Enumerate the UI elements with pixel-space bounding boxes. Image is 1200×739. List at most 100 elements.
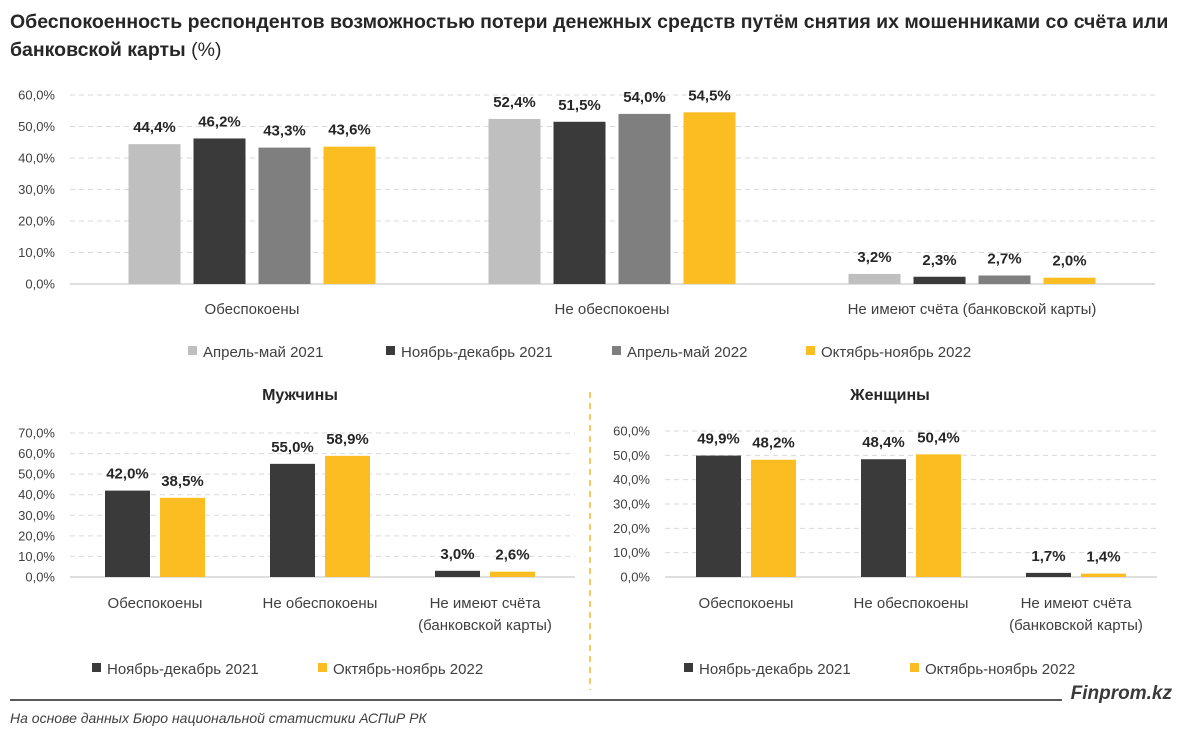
category-label: (банковской карты) — [418, 617, 552, 634]
bar — [160, 497, 205, 577]
y-tick-label: 30,0% — [18, 508, 55, 523]
legend-label: Ноябрь-декабрь 2021 — [107, 661, 259, 678]
data-label: 3,0% — [440, 546, 474, 563]
data-label: 54,5% — [688, 87, 731, 104]
bar — [490, 571, 535, 577]
data-label: 2,7% — [987, 250, 1021, 267]
category-label: Не имеют счёта — [430, 595, 542, 612]
data-label: 50,4% — [917, 429, 960, 446]
legend-label: Ноябрь-декабрь 2021 — [401, 344, 553, 361]
y-tick-label: 70,0% — [18, 426, 55, 441]
data-label: 1,7% — [1031, 548, 1065, 565]
bar — [193, 138, 246, 284]
chart-title: Обеспокоенность респондентов возможность… — [10, 8, 1190, 64]
bar — [861, 459, 906, 577]
legend-label: Апрель-май 2022 — [627, 344, 747, 361]
y-tick-label: 20,0% — [18, 214, 55, 229]
bar — [270, 463, 315, 577]
bar — [683, 112, 736, 284]
bar — [913, 276, 966, 284]
title-text: Обеспокоенность респондентов возможность… — [10, 11, 1169, 61]
data-label: 48,4% — [862, 434, 905, 451]
title-unit: (%) — [191, 39, 222, 61]
panel-title: Мужчины — [262, 387, 338, 404]
category-label: Обеспокоены — [205, 301, 300, 318]
category-label: Не имеют счёта (банковской карты) — [848, 301, 1097, 318]
data-label: 48,2% — [752, 435, 795, 452]
bar — [618, 113, 671, 285]
bar — [1081, 573, 1126, 577]
y-tick-label: 60,0% — [613, 424, 650, 439]
legend-swatch — [806, 346, 815, 355]
legend-label: Апрель-май 2021 — [203, 344, 323, 361]
data-label: 2,3% — [922, 252, 956, 269]
data-label: 42,0% — [106, 466, 149, 483]
y-tick-label: 30,0% — [613, 497, 650, 512]
y-tick-label: 0,0% — [25, 277, 55, 292]
legend-swatch — [92, 663, 101, 672]
legend-label: Ноябрь-декабрь 2021 — [699, 661, 851, 678]
category-label: Не обеспокоены — [263, 595, 378, 612]
data-label: 52,4% — [493, 94, 536, 111]
bar — [1043, 277, 1096, 284]
data-label: 1,4% — [1086, 549, 1120, 566]
data-label: 3,2% — [857, 249, 891, 266]
legend-swatch — [684, 663, 693, 672]
y-tick-label: 40,0% — [613, 472, 650, 487]
category-label: Обеспокоены — [108, 595, 203, 612]
y-tick-label: 0,0% — [25, 570, 55, 585]
bar — [488, 118, 541, 284]
bar — [323, 146, 376, 284]
legend-label: Октябрь-ноябрь 2022 — [925, 661, 1075, 678]
y-tick-label: 50,0% — [18, 119, 55, 134]
y-tick-label: 20,0% — [18, 528, 55, 543]
y-tick-label: 0,0% — [620, 570, 650, 585]
source-note: На основе данных Бюро национальной стати… — [10, 710, 427, 726]
y-tick-label: 30,0% — [18, 182, 55, 197]
y-tick-label: 60,0% — [18, 88, 55, 103]
y-tick-label: 10,0% — [18, 245, 55, 260]
category-label: Не обеспокоены — [854, 595, 969, 612]
y-tick-label: 60,0% — [18, 446, 55, 461]
y-tick-label: 10,0% — [613, 545, 650, 560]
data-label: 58,9% — [326, 431, 369, 448]
bar — [696, 455, 741, 577]
legend-swatch — [318, 663, 327, 672]
brand-logo-text: Finprom.kz — [1070, 683, 1172, 704]
bar — [128, 144, 181, 284]
bar — [848, 273, 901, 284]
panel-title: Женщины — [849, 387, 930, 404]
y-tick-label: 20,0% — [613, 521, 650, 536]
bar — [751, 459, 796, 577]
data-label: 44,4% — [133, 119, 176, 136]
bar — [553, 121, 606, 285]
y-tick-label: 40,0% — [18, 151, 55, 166]
legend-label: Октябрь-ноябрь 2022 — [821, 344, 971, 361]
legend-swatch — [910, 663, 919, 672]
category-label: Обеспокоены — [699, 595, 794, 612]
legend-swatch — [612, 346, 621, 355]
legend-swatch — [386, 346, 395, 355]
data-label: 46,2% — [198, 113, 241, 130]
category-label: Не обеспокоены — [555, 301, 670, 318]
legend-swatch — [188, 346, 197, 355]
data-label: 43,3% — [263, 123, 306, 140]
bar — [258, 147, 311, 284]
data-label: 54,0% — [623, 89, 666, 106]
bar — [1026, 572, 1071, 577]
y-tick-label: 10,0% — [18, 549, 55, 564]
category-label: Не имеют счёта — [1021, 595, 1133, 612]
data-label: 38,5% — [161, 473, 204, 490]
bar — [325, 455, 370, 577]
bar — [978, 275, 1031, 284]
y-tick-label: 50,0% — [613, 448, 650, 463]
bar — [916, 454, 961, 577]
bar — [435, 570, 480, 577]
data-label: 49,9% — [697, 431, 740, 448]
y-tick-label: 50,0% — [18, 467, 55, 482]
data-label: 55,0% — [271, 439, 314, 456]
data-label: 51,5% — [558, 97, 601, 114]
data-label: 2,6% — [495, 547, 529, 564]
category-label: (банковской карты) — [1009, 617, 1143, 634]
